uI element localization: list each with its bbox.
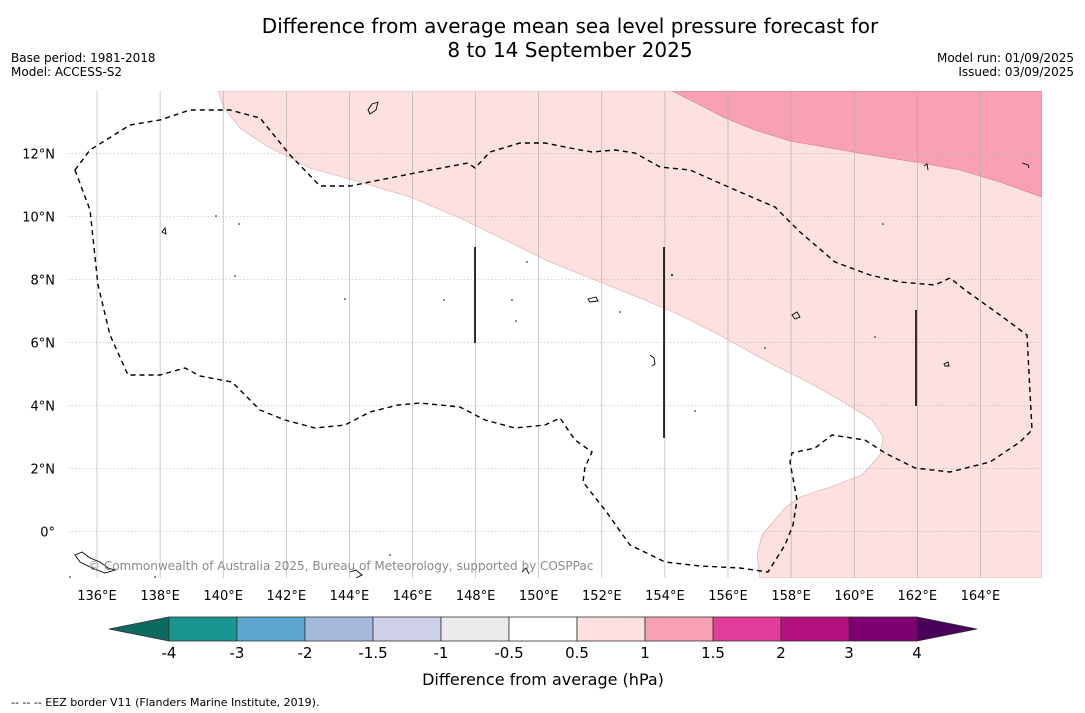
colorbar-swatch — [508, 616, 578, 642]
model-name: Model: ACCESS-S2 — [11, 65, 123, 79]
colorbar-swatch — [236, 616, 306, 642]
island-chuuk — [587, 296, 599, 303]
colorbar-swatch — [576, 616, 646, 642]
longitude-labels: 136°E 138°E 140°E 142°E 144°E 146°E 148°E 150°E… — [77, 589, 1000, 604]
colorbar-swatch — [644, 616, 714, 642]
colorbar-tick-label: 4 — [912, 644, 922, 662]
colorbar-swatch — [168, 616, 238, 642]
lon-tick-label: 158°E — [771, 589, 811, 604]
colorbar-swatch — [712, 616, 782, 642]
colorbar-tick-label: 1 — [640, 644, 650, 662]
island-small-2 — [923, 163, 929, 171]
island-palau — [161, 226, 167, 235]
colorbar-swatch — [440, 616, 510, 642]
island-small-4 — [521, 567, 530, 575]
lat-tick-label: 0° — [40, 526, 55, 541]
lon-tick-label: 150°E — [519, 589, 559, 604]
colorbar-over-arrow — [916, 616, 978, 642]
island-small-3 — [1021, 162, 1030, 169]
eez-border — [74, 109, 1033, 573]
lon-tick-label: 146°E — [393, 589, 433, 604]
lon-tick-label: 160°E — [834, 589, 874, 604]
lon-tick-label: 156°E — [708, 589, 748, 604]
lon-tick-label: 144°E — [330, 589, 370, 604]
issued-date: Issued: 03/09/2025 — [958, 65, 1074, 79]
lon-tick-label: 148°E — [456, 589, 496, 604]
title-line-2: 8 to 14 September 2025 — [447, 38, 693, 62]
island-kosrae — [943, 361, 950, 367]
colorbar-tick-label: -2 — [298, 644, 313, 662]
base-period: Base period: 1981-2018 — [11, 51, 156, 65]
islands — [74, 101, 1030, 578]
island-pohnpei — [791, 311, 801, 320]
map-panel: © Commonwealth of Australia 2025, Bureau… — [68, 91, 1042, 578]
colorbar-tick-label: 3 — [844, 644, 854, 662]
colorbar-swatch — [780, 616, 850, 642]
colorbar-tick-label: -1 — [434, 644, 449, 662]
lat-tick-label: 4°N — [31, 400, 56, 415]
colorbar-swatch — [372, 616, 442, 642]
anomaly-region-1-1.5 — [671, 91, 1042, 198]
colorbar-swatch — [304, 616, 374, 642]
copyright-notice: © Commonwealth of Australia 2025, Bureau… — [88, 559, 593, 573]
island-manus — [349, 569, 363, 578]
latitude-labels: 12°N 10°N 8°N 6°N 4°N 2°N 0° — [22, 148, 55, 541]
lon-tick-label: 140°E — [203, 589, 243, 604]
lat-tick-label: 6°N — [31, 337, 56, 352]
lon-tick-label: 138°E — [140, 589, 180, 604]
colorbar-tick-label: -1.5 — [358, 644, 387, 662]
title-line-1: Difference from average mean sea level p… — [261, 14, 879, 38]
meta-left: Base period: 1981-2018 Model: ACCESS-S2 — [11, 51, 156, 79]
map-title: Difference from average mean sea level p… — [0, 14, 1085, 62]
lon-tick-label: 152°E — [582, 589, 622, 604]
colorbar-tick-label: -3 — [230, 644, 245, 662]
lat-tick-label: 8°N — [31, 274, 56, 289]
lon-tick-label: 162°E — [898, 589, 938, 604]
meridian-segments — [474, 247, 917, 438]
graticule — [68, 91, 1042, 578]
colorbar-tick-labels: -4 -3 -2 -1.5 -1 -0.5 0.5 1 1.5 2 3 4 — [162, 644, 922, 662]
colorbar — [108, 616, 978, 642]
lat-tick-label: 12°N — [22, 148, 55, 163]
island-north — [367, 101, 379, 115]
colorbar-tick-label: -0.5 — [494, 644, 523, 662]
lon-tick-label: 142°E — [267, 589, 307, 604]
lat-tick-label: 10°N — [22, 211, 55, 226]
colorbar-tick-label: 2 — [776, 644, 786, 662]
meta-right: Model run: 01/09/2025 Issued: 03/09/2025 — [937, 51, 1074, 79]
colorbar-swatch — [848, 616, 918, 642]
lon-tick-label: 136°E — [77, 589, 117, 604]
anomaly-region-0.5-1 — [217, 91, 1042, 578]
lat-tick-label: 2°N — [31, 463, 56, 478]
colorbar-label: Difference from average (hPa) — [422, 670, 664, 689]
colorbar-under-arrow — [108, 616, 170, 642]
colorbar-tick-label: -4 — [162, 644, 177, 662]
colorbar-tick-label: 1.5 — [701, 644, 725, 662]
atolls — [69, 215, 884, 578]
island-small-1 — [649, 354, 656, 367]
island-png — [74, 551, 117, 574]
lon-tick-label: 164°E — [961, 589, 1001, 604]
model-run: Model run: 01/09/2025 — [936, 51, 1074, 65]
footer-note: -- -- -- EEZ border V11 (Flanders Marine… — [11, 696, 320, 709]
colorbar-tick-label: 0.5 — [565, 644, 589, 662]
lon-tick-label: 154°E — [645, 589, 685, 604]
